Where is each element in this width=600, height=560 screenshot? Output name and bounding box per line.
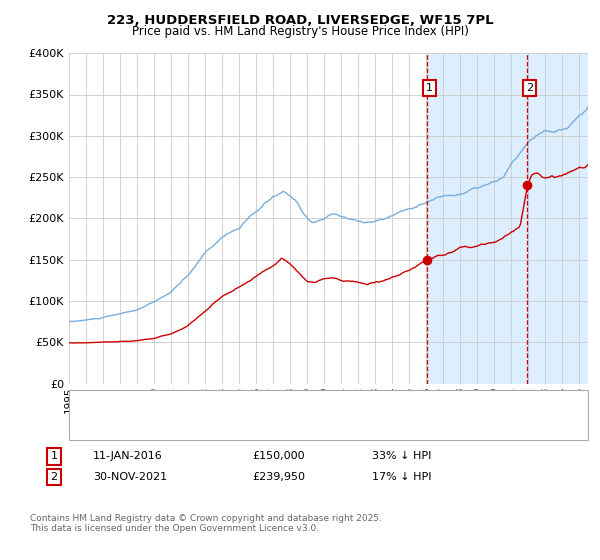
Text: 30-NOV-2021: 30-NOV-2021 [93,472,167,482]
Bar [427,53,588,384]
Text: HPI: Average price, detached house, Kirklees: HPI: Average price, detached house, Kirk… [112,421,347,431]
Text: 33% ↓ HPI: 33% ↓ HPI [372,451,431,461]
Text: 2: 2 [526,83,533,93]
Text: £150,000: £150,000 [252,451,305,461]
Text: ——: —— [84,398,109,410]
Text: Price paid vs. HM Land Registry's House Price Index (HPI): Price paid vs. HM Land Registry's House … [131,25,469,38]
Text: 17% ↓ HPI: 17% ↓ HPI [372,472,431,482]
Text: 2: 2 [50,472,58,482]
Text: 223, HUDDERSFIELD ROAD, LIVERSEDGE, WF15 7PL: 223, HUDDERSFIELD ROAD, LIVERSEDGE, WF15… [107,14,493,27]
Text: £239,950: £239,950 [252,472,305,482]
Text: Contains HM Land Registry data © Crown copyright and database right 2025.
This d: Contains HM Land Registry data © Crown c… [30,514,382,533]
Text: 11-JAN-2016: 11-JAN-2016 [93,451,163,461]
Text: ——: —— [84,419,109,432]
Text: 223, HUDDERSFIELD ROAD, LIVERSEDGE, WF15 7PL (detached house): 223, HUDDERSFIELD ROAD, LIVERSEDGE, WF15… [112,399,478,409]
Text: 1: 1 [50,451,58,461]
Text: 1: 1 [426,83,433,93]
